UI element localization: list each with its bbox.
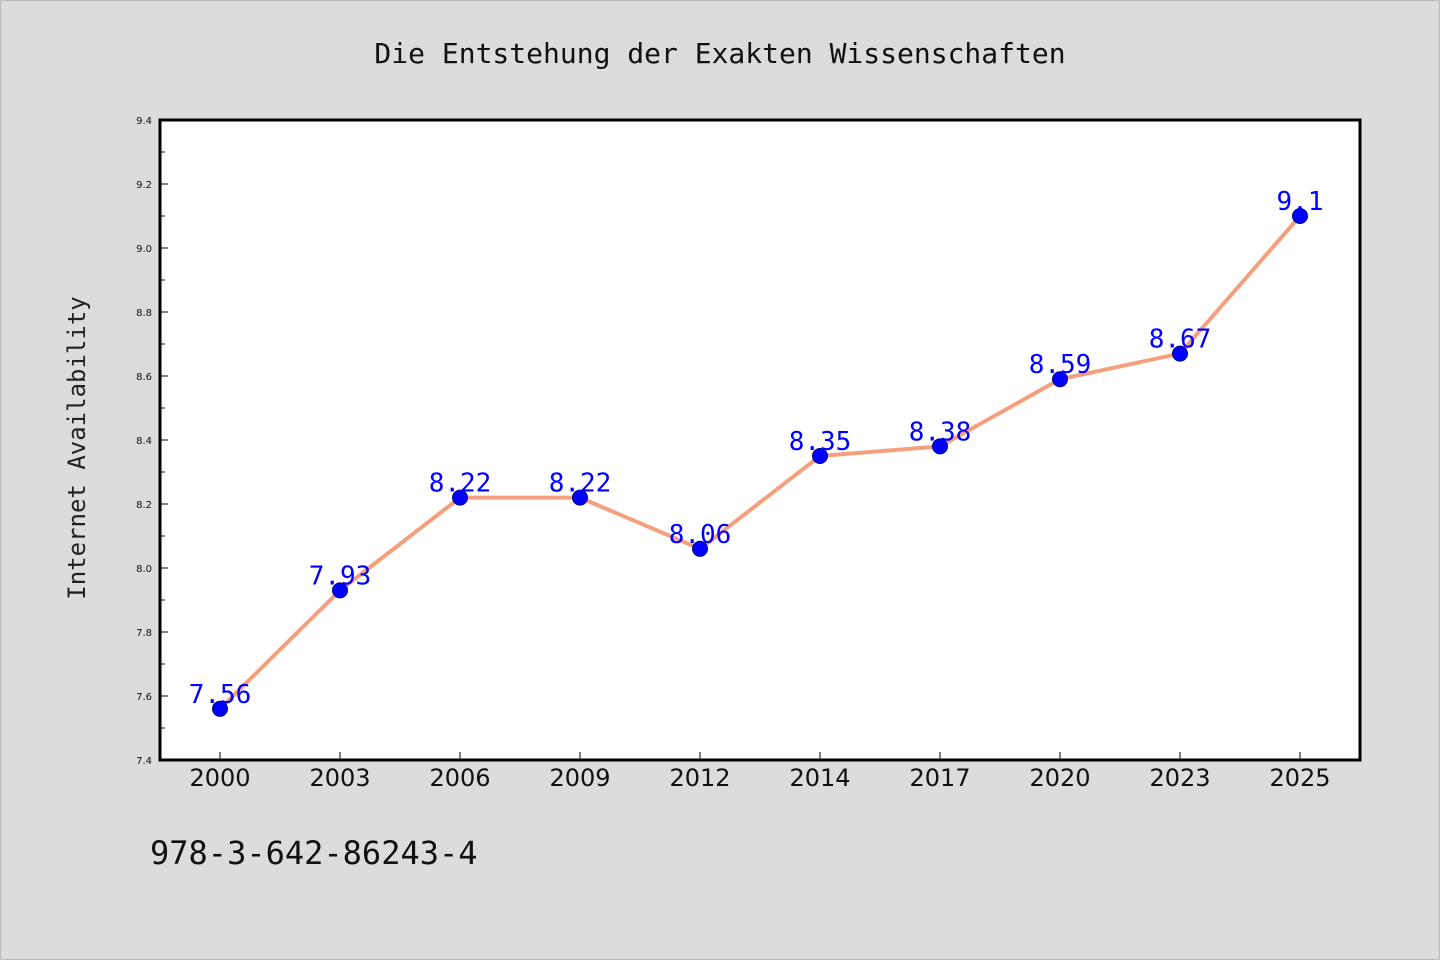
x-tick-label: 2025 xyxy=(1269,764,1330,792)
data-label: 8.38 xyxy=(909,417,972,447)
x-tick-label: 2000 xyxy=(189,764,250,792)
data-label: 9.1 xyxy=(1277,187,1324,217)
y-tick-label: 9.4 xyxy=(136,116,152,127)
data-label: 8.67 xyxy=(1149,325,1212,355)
data-point xyxy=(1292,208,1308,224)
x-tick-label: 2020 xyxy=(1029,764,1090,792)
x-tick-label: 2017 xyxy=(909,764,970,792)
x-tick-label: 2023 xyxy=(1149,764,1210,792)
x-tick-label: 2009 xyxy=(549,764,610,792)
x-tick-label: 2006 xyxy=(429,764,490,792)
y-tick-label: 7.4 xyxy=(136,756,152,767)
data-label: 7.56 xyxy=(189,680,252,710)
y-tick-label: 8.4 xyxy=(136,436,152,447)
x-tick-label: 2014 xyxy=(789,764,850,792)
data-point xyxy=(1052,371,1068,388)
plot-area xyxy=(158,118,1362,762)
y-tick-label: 9.0 xyxy=(136,244,152,255)
data-label: 7.93 xyxy=(309,561,372,591)
data-point xyxy=(932,438,948,455)
data-label: 8.22 xyxy=(429,469,492,499)
y-axis: 7.4 7.6 7.8 8.0 8.2 8.4 8.6 8.8 9.0 9.2 9.4 xyxy=(136,116,168,767)
x-axis: 2000 2003 2006 2009 2012 2014 2017 2020 2023 2025 xyxy=(189,752,1331,792)
x-tick-label: 2012 xyxy=(669,764,730,792)
data-point xyxy=(572,489,588,506)
data-point xyxy=(812,448,828,464)
data-labels: 7.56 7.93 8.22 8.22 8.06 8.35 8.38 8.59 8.67 9.1 xyxy=(189,187,1324,710)
y-axis-label: Internet Availability xyxy=(63,296,91,599)
data-point xyxy=(1172,345,1188,362)
series-line xyxy=(218,214,1302,711)
data-label: 8.06 xyxy=(669,520,732,550)
data-point xyxy=(452,489,468,506)
chart-title: Die Entstehung der Exakten Wissenschafte… xyxy=(374,37,1065,70)
series-line-group xyxy=(218,214,1302,711)
y-tick-label: 8.8 xyxy=(136,308,152,319)
footer-isbn: 978-3-642-86243-4 xyxy=(150,834,478,872)
y-tick-label: 8.0 xyxy=(136,564,152,575)
y-tick-label: 7.8 xyxy=(136,628,152,639)
x-tick-label: 2003 xyxy=(309,764,370,792)
data-label: 8.59 xyxy=(1029,350,1092,380)
y-tick-label: 8.2 xyxy=(136,500,152,511)
data-point xyxy=(212,700,228,717)
y-tick-label: 7.6 xyxy=(136,692,152,703)
y-tick-label: 8.6 xyxy=(136,372,152,383)
data-label: 8.35 xyxy=(789,427,852,457)
data-point xyxy=(332,582,348,599)
data-point xyxy=(692,540,708,557)
data-label: 8.22 xyxy=(549,469,612,499)
y-tick-label: 9.2 xyxy=(136,180,152,191)
data-points xyxy=(212,208,1308,717)
